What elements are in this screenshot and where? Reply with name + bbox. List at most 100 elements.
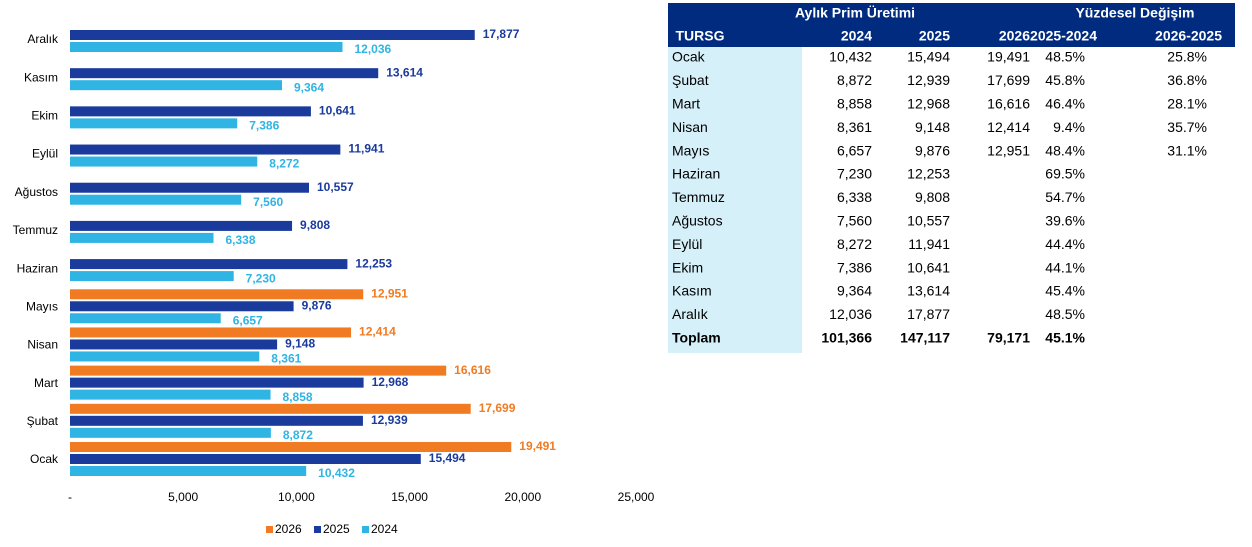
bar [70,259,348,270]
value-label: 8,858 [283,390,313,404]
cell: 7,386 [837,259,872,275]
column-header: 2025-2024 [1030,28,1097,44]
value-label: 10,557 [317,180,354,194]
bar [70,454,421,464]
category-label: Temmuz [13,223,58,237]
value-label: 7,560 [253,195,283,209]
cell: 12,253 [907,166,950,182]
category-label: Mart [34,376,59,390]
row-label: Şubat [672,72,709,88]
bar [70,182,310,193]
bar [70,106,311,117]
cell: 45.8% [1045,72,1085,88]
value-label: 12,414 [359,325,396,339]
row-label: Mayıs [672,142,709,158]
cell: 9,148 [915,119,950,135]
cell: 11,941 [908,236,950,252]
bar [70,30,475,40]
group-header: Yüzdesel Değişim [1075,5,1194,21]
cell: 35.7% [1167,119,1207,135]
x-tick-label: 5,000 [168,490,198,504]
cell: 12,939 [907,72,950,88]
cell: 28.1% [1167,96,1207,112]
row-label: Ocak [672,49,706,65]
value-label: 12,968 [372,375,409,389]
cell: 9,876 [915,142,950,158]
cell: 17,699 [987,72,1030,88]
cell: 10,557 [907,213,950,229]
value-label: 8,361 [271,352,301,366]
legend-label: 2026 [275,522,302,536]
value-label: 6,338 [225,233,255,247]
row-label: Mart [672,96,700,112]
cell: 16,616 [987,96,1030,112]
bar [70,194,242,205]
cell: 19,491 [987,49,1030,65]
value-label: 12,951 [371,286,408,300]
category-label: Aralık [27,32,59,46]
bar [70,220,293,231]
cell: 48.5% [1045,49,1085,65]
column-header: 2025 [919,28,950,44]
cell: 45.4% [1045,283,1085,299]
bar [70,156,258,167]
table-header-bg [668,3,1235,47]
category-label: Ağustos [15,185,58,199]
value-label: 9,364 [294,80,324,94]
cell: 31.1% [1167,142,1207,158]
cell: 7,230 [837,166,872,182]
bar [70,68,379,79]
value-label: 9,808 [300,218,330,232]
bar [70,339,278,350]
cell: 101,366 [821,330,872,346]
bar [70,389,271,400]
value-label: 7,386 [249,119,279,133]
category-label: Şubat [27,414,59,428]
value-label: 11,941 [348,142,384,156]
cell: 9,808 [915,189,950,205]
cell: 25.8% [1167,49,1207,65]
value-label: 17,877 [483,27,520,41]
column-header: TURSG [676,28,725,44]
row-label: Nisan [672,119,708,135]
row-label: Toplam [672,330,721,346]
bar [70,301,294,312]
bar [70,466,307,476]
cell: 147,117 [900,330,950,346]
cell: 12,968 [907,96,950,112]
cell: 48.4% [1045,142,1085,158]
cell: 36.8% [1167,72,1207,88]
cell: 17,877 [907,306,950,322]
category-label: Nisan [27,338,58,352]
value-label: 10,432 [318,466,355,480]
value-label: 12,253 [355,256,392,270]
cell: 46.4% [1045,96,1085,112]
legend-swatch [266,526,273,533]
cell: 12,951 [987,142,1030,158]
row-label: Ağustos [672,213,723,229]
group-header: Aylık Prim Üretimi [795,5,915,21]
value-label: 15,494 [429,451,466,465]
bar [70,118,238,129]
row-label: Kasım [672,283,712,299]
value-label: 8,872 [283,428,313,442]
cell: 9,364 [837,283,872,299]
bar [70,427,271,438]
cell: 12,036 [829,306,872,322]
cell: 8,272 [837,236,872,252]
bar [70,289,364,300]
cell: 6,338 [837,189,872,205]
category-label: Kasım [24,70,58,84]
x-tick-label: - [68,490,72,504]
bar [70,365,447,376]
bar [70,351,260,362]
value-label: 12,036 [354,42,391,56]
value-label: 9,148 [285,337,315,351]
bar [70,232,214,243]
cell: 79,171 [987,330,1030,346]
legend-label: 2025 [323,522,350,536]
bar [70,313,221,324]
cell: 48.5% [1045,306,1085,322]
cell: 8,858 [837,96,872,112]
